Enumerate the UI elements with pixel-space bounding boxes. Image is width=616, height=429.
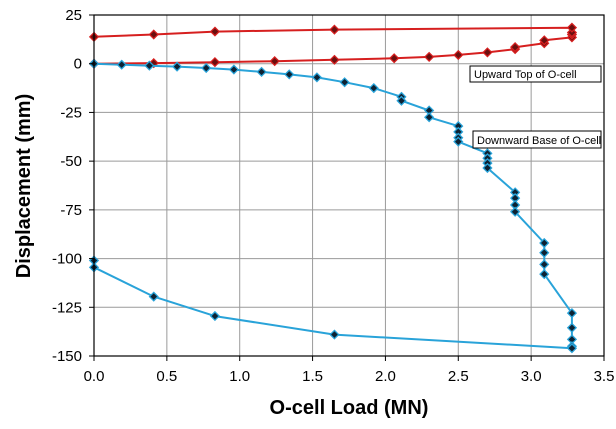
data-point-upward <box>209 26 221 37</box>
data-point-upward <box>566 22 578 33</box>
data-point-upward <box>453 49 464 61</box>
annotation-box <box>469 65 602 83</box>
data-point-downward <box>144 60 155 71</box>
y-axis-title: Displacement (mm) <box>13 94 35 279</box>
data-point-downward <box>539 247 550 258</box>
annotation-label: Downward Base of O-cell <box>477 135 601 147</box>
data-point-downward <box>539 237 550 249</box>
data-point-downward <box>368 82 379 94</box>
x-tick-label: 3.5 <box>594 368 615 385</box>
data-point-downward <box>339 77 350 88</box>
data-point-upward <box>269 56 280 67</box>
data-point-downward <box>284 69 295 80</box>
data-point-downward <box>566 322 578 333</box>
data-point-downward <box>566 343 578 354</box>
data-point-downward <box>396 95 407 106</box>
data-point-upward <box>509 42 521 53</box>
data-point-upward <box>148 29 159 40</box>
data-point-downward <box>148 291 159 302</box>
y-tick-label: -100 <box>52 251 82 268</box>
data-point-downward <box>228 64 240 75</box>
data-point-downward <box>171 61 183 72</box>
data-point-upward <box>329 24 340 35</box>
annotation-box <box>472 130 602 149</box>
y-tick-label: -25 <box>60 104 82 121</box>
data-point-downward <box>329 329 340 340</box>
y-tick-label: -75 <box>60 202 82 219</box>
x-tick-label: 0.0 <box>84 368 105 385</box>
data-point-downward <box>424 112 435 123</box>
data-point-downward <box>509 206 521 217</box>
x-tick-label: 0.5 <box>156 368 177 385</box>
y-tick-label: 0 <box>74 56 82 73</box>
x-tick-label: 3.0 <box>521 368 542 385</box>
data-point-upward <box>329 54 340 65</box>
data-point-upward <box>424 51 435 63</box>
data-point-upward <box>482 47 493 58</box>
axis-layer: 0.0 0.5 1.0 1.5 2.0 2.5 3.0 3.5 25 0 -25 -50 -75 -100… <box>52 7 614 385</box>
x-axis-title: O-cell Load (MN) <box>270 397 429 419</box>
data-point-downward <box>539 259 550 270</box>
data-point-downward <box>116 59 127 70</box>
data-point-upward <box>539 35 550 46</box>
plot-frame <box>93 14 605 357</box>
x-tick-label: 2.5 <box>448 368 469 385</box>
annotation-layer: Upward Top of O-cell Downward Base of O-c… <box>469 65 602 149</box>
data-point-downward <box>256 66 267 78</box>
annotation-label: Upward Top of O-cell <box>474 69 577 81</box>
y-tick-label: 25 <box>65 7 82 24</box>
data-point-upward <box>209 57 221 68</box>
data-point-downward <box>311 72 323 83</box>
data-point-downward <box>566 308 578 319</box>
data-point-downward <box>539 269 550 280</box>
y-tick-label: -125 <box>52 299 82 316</box>
data-point-downward <box>482 162 493 174</box>
y-tick-label: -50 <box>60 153 82 170</box>
data-point-upward <box>389 53 400 64</box>
x-tick-label: 1.0 <box>229 368 250 385</box>
x-tick-label: 1.5 <box>302 368 323 385</box>
data-point-downward <box>201 62 212 74</box>
data-point-downward <box>209 310 221 322</box>
y-tick-label: -150 <box>52 348 82 365</box>
data-point-downward <box>453 136 464 147</box>
x-tick-label: 2.0 <box>375 368 396 385</box>
